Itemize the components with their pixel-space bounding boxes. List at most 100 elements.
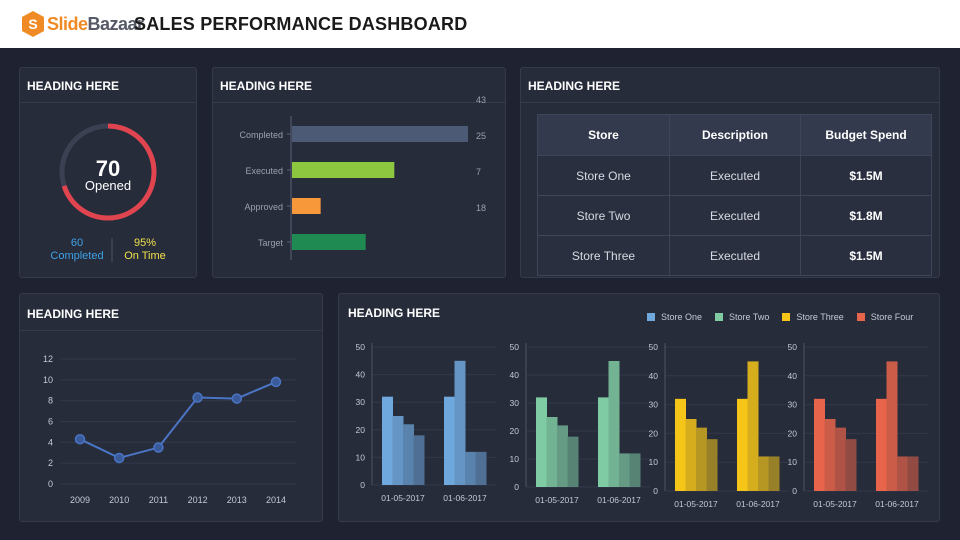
y-tick-label: 30 (510, 398, 520, 408)
legend-swatch (782, 313, 791, 321)
table-cell-store: Store Three (537, 235, 670, 276)
table-header-row: Store Description Budget Spend (537, 114, 932, 156)
panel-heading: HEADING HERE (348, 306, 441, 320)
panel-store-table: HEADING HERE Store Description Budget Sp… (520, 67, 940, 278)
table-row: Store Two Executed $1.8M (537, 195, 932, 236)
bar (629, 453, 641, 487)
y-tick-label: 40 (510, 370, 520, 380)
table-cell-budget: $1.5M (800, 155, 932, 196)
data-point (113, 452, 125, 464)
legend-label: Store Four (870, 312, 914, 322)
x-tick-label: 2009 (70, 495, 90, 505)
y-tick-label: 30 (356, 397, 366, 407)
x-tick-label: 2013 (227, 495, 247, 505)
bar (444, 396, 455, 485)
y-tick-label: 20 (788, 428, 798, 438)
bar (292, 234, 366, 250)
y-tick-label: 12 (43, 354, 53, 364)
data-point (74, 433, 86, 445)
bar (382, 396, 393, 485)
table-cell-budget: $1.5M (800, 235, 932, 276)
column-header-store[interactable]: Store (537, 114, 670, 156)
bar-value-label: 7 (476, 167, 481, 177)
ring-value: 70 (96, 156, 120, 181)
bar (567, 436, 579, 487)
bar (696, 427, 707, 491)
bar (557, 425, 568, 487)
y-tick-label: 50 (788, 342, 798, 352)
bar (824, 419, 836, 491)
stat-completed: 60 Completed (44, 237, 110, 263)
bar-value-label: 18 (476, 203, 486, 213)
x-tick-label: 2011 (149, 495, 168, 505)
y-tick-label: 20 (649, 428, 659, 438)
stat-on-time-value: 95% (133, 237, 157, 249)
bar-category-label: Completed (239, 130, 283, 140)
x-tick-label: 01-06-2017 (875, 499, 919, 509)
y-tick-label: 10 (510, 454, 520, 464)
brand-logo[interactable]: S SlideBazaar (22, 9, 144, 39)
y-tick-label: 10 (356, 452, 366, 462)
legend-item[interactable]: Store One (647, 312, 702, 322)
bar-value-label: 43 (476, 95, 486, 105)
y-tick-label: 0 (48, 479, 53, 489)
ring-progress-arc (59, 123, 157, 221)
logo-hexagon-icon: S (22, 11, 44, 37)
y-tick-label: 6 (48, 417, 53, 427)
table-row: Store One Executed $1.5M (537, 155, 932, 196)
bar (845, 439, 857, 491)
brand-name: SlideBazaar (47, 13, 144, 34)
y-tick-label: 4 (48, 437, 53, 447)
column-header-description[interactable]: Description (669, 114, 801, 156)
x-tick-label: 01-05-2017 (535, 495, 579, 505)
y-tick-label: 2 (48, 458, 53, 468)
data-point (192, 392, 203, 403)
y-tick-label: 0 (653, 486, 658, 496)
legend-swatch (856, 313, 865, 321)
legend-swatch (647, 313, 655, 321)
bar (675, 398, 686, 491)
legend-label: Store Two (729, 312, 770, 322)
line-chart: 0 2 4 6 8 10 12 2009 2010 2011 2012 2013 2014 (43, 354, 296, 505)
column-header-budget[interactable]: Budget Spend (800, 114, 932, 156)
stat-completed-value: 60 (70, 237, 84, 249)
x-tick-label: 01-06-2017 (597, 495, 641, 505)
horizontal-bar-chart: Completed 43 Executed 25 Approved 7 Target 18 (239, 95, 486, 260)
bar (403, 424, 414, 485)
bar-category-label: Approved (244, 202, 283, 212)
panel-heading: HEADING HERE (528, 79, 621, 93)
bar (706, 439, 718, 491)
bar-category-label: Executed (245, 166, 283, 176)
bar (292, 162, 395, 178)
stat-on-time-label: On Time (124, 250, 166, 262)
legend-item[interactable]: Store Three (782, 312, 844, 322)
panel-header: HEADING HERE (20, 68, 196, 103)
bar (454, 360, 466, 485)
panel-heading: HEADING HERE (27, 307, 120, 321)
bar (758, 456, 769, 491)
table-row: Store Three Executed $1.5M (537, 235, 932, 276)
table-cell-description: Executed (669, 155, 801, 196)
panel-header: HEADING HERE (20, 294, 322, 331)
legend-item[interactable]: Store Two (715, 312, 769, 322)
bar (737, 398, 748, 491)
y-tick-label: 30 (649, 400, 659, 410)
progress-ring: 70 Opened (59, 123, 157, 262)
legend-swatch (715, 313, 724, 321)
table-cell-store: Store Two (537, 195, 670, 236)
y-tick-label: 0 (360, 480, 365, 490)
y-tick-label: 10 (788, 457, 798, 467)
legend-label: Store Three (796, 312, 844, 322)
legend-item[interactable]: Store Four (856, 312, 914, 322)
y-tick-label: 0 (792, 486, 797, 496)
bar (546, 417, 558, 487)
x-tick-label: 2010 (109, 495, 129, 505)
bar (475, 451, 487, 485)
panel-opened: HEADING HERE 70 Opened 60 Completed 95% … (19, 67, 197, 278)
bar (768, 456, 780, 491)
panel-header: HEADING HERE (521, 68, 939, 103)
data-point (231, 393, 243, 404)
x-tick-label: 01-06-2017 (736, 499, 780, 509)
top-bar: S SlideBazaar SALES PERFORMANCE DASHBOAR… (0, 0, 960, 48)
x-tick-label: 01-05-2017 (674, 499, 718, 509)
